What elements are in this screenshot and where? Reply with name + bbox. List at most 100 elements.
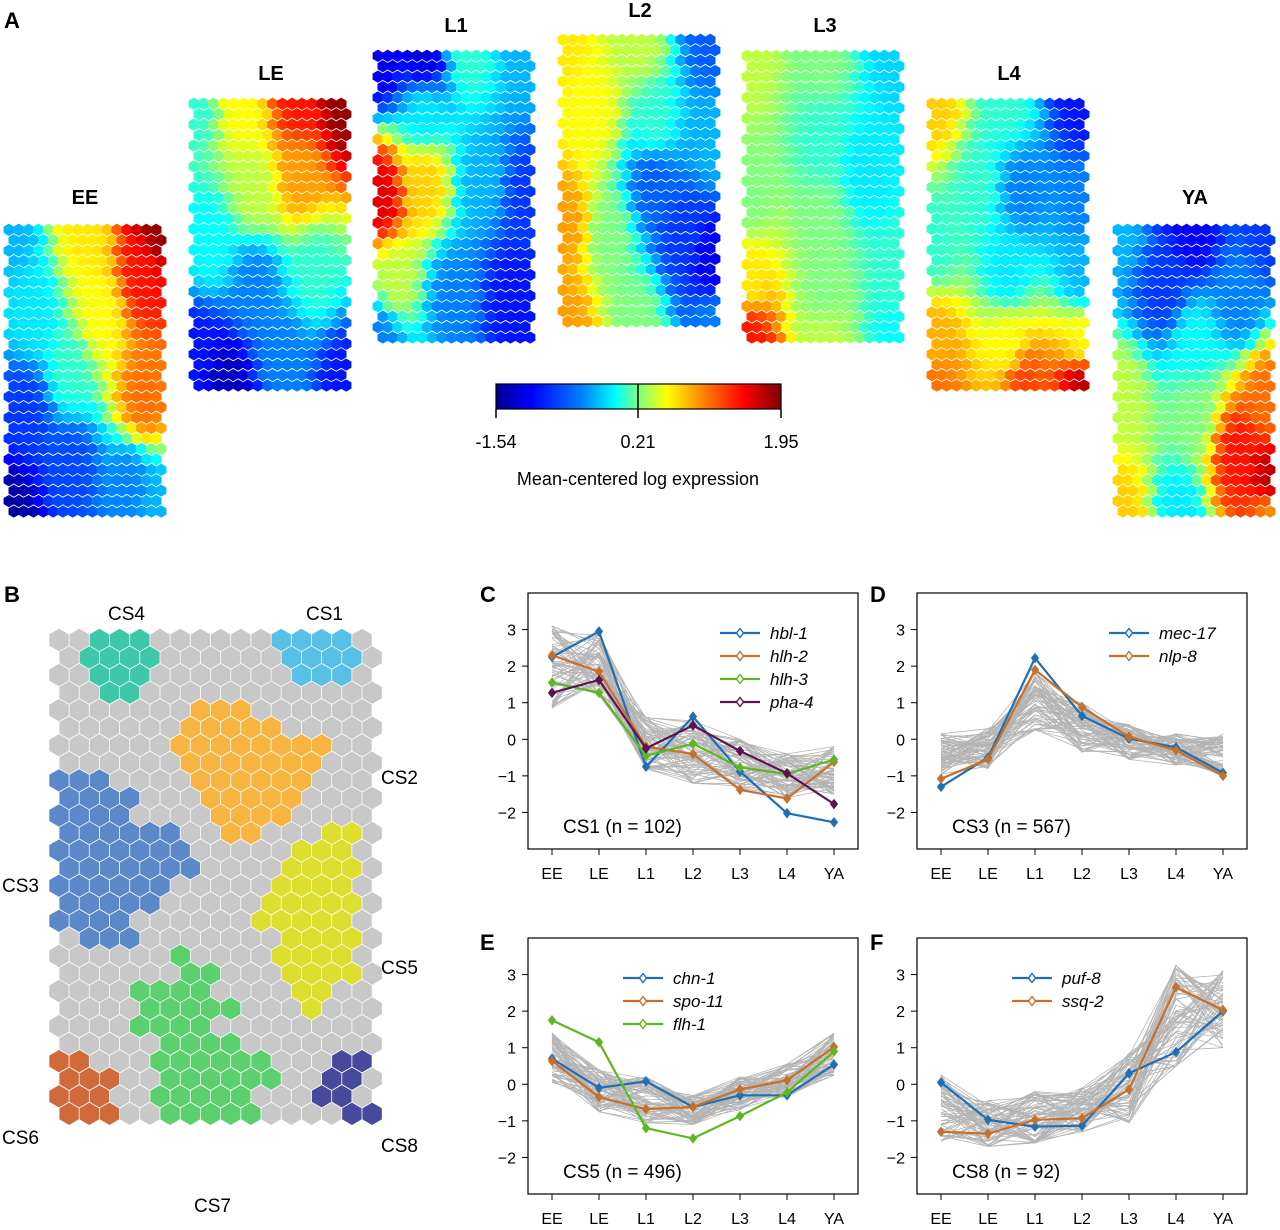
x-tick-label: L4 (778, 1211, 796, 1228)
heatmap-cell (155, 275, 167, 289)
heatmap-cell (340, 128, 352, 142)
x-tick-label: L3 (1120, 1211, 1138, 1228)
legend-marker (735, 650, 745, 662)
legend-item-chn-1: chn-1 (623, 969, 716, 988)
heatmap-cell (340, 254, 352, 267)
legend-item-mec-17: mec-17 (1109, 624, 1216, 643)
stage-label-le: LE (258, 63, 284, 85)
y-tick-label: 3 (896, 968, 905, 985)
heatmap-cell (150, 244, 162, 257)
legend-label: hbl-1 (770, 624, 808, 643)
heatmap-cell (155, 254, 167, 268)
heatmap-cell (340, 358, 352, 371)
heatmap-cell (340, 191, 352, 204)
heatmap-cell (155, 463, 167, 476)
heatmap-cell (150, 453, 162, 466)
x-tick-label: L3 (731, 1211, 749, 1228)
heatmap-cell (150, 474, 162, 487)
y-tick-label: 3 (507, 623, 516, 640)
legend-marker (1124, 650, 1134, 662)
x-tick-label: YA (1213, 1211, 1233, 1228)
heatmap-le (188, 97, 352, 392)
panel-label-e: E (480, 930, 495, 955)
y-tick-label: 3 (507, 968, 516, 985)
data-point (735, 1110, 745, 1122)
heatmap-cell (335, 181, 347, 194)
som-heatmaps (3, 33, 1276, 518)
heatmap-cell (524, 185, 536, 198)
stage-label-l3: L3 (813, 15, 837, 37)
heatmap-cell (524, 164, 536, 177)
x-tick-label: L2 (1073, 866, 1091, 883)
x-tick-label: L1 (637, 1211, 655, 1228)
x-tick-label: EE (541, 866, 562, 883)
y-tick-label: −2 (887, 1150, 905, 1167)
heatmap-cell (155, 338, 167, 351)
x-tick-label: YA (1213, 866, 1233, 883)
heatmap-cell (519, 112, 531, 125)
data-point (547, 687, 557, 699)
heatmap-cell (335, 327, 347, 340)
heatmap-cell (155, 359, 167, 372)
panel-label-f: F (870, 930, 884, 955)
heatmap-cell (150, 223, 162, 236)
heatmap-cell (335, 97, 347, 110)
panel-label-d: D (870, 582, 886, 607)
legend-item-flh-1: flh-1 (623, 1015, 706, 1034)
legend-item-ssq-2: ssq-2 (1012, 992, 1104, 1011)
x-tick-label: L4 (778, 866, 796, 883)
heatmap-cell (340, 170, 352, 183)
heatmap-cell (155, 442, 167, 456)
legend-marker (735, 696, 745, 708)
y-tick-label: −1 (887, 769, 905, 786)
cluster-annotation: CS8 (n = 92) (952, 1162, 1060, 1183)
heatmap-cell (155, 380, 167, 393)
cluster-annotation: CS3 (n = 567) (952, 817, 1071, 838)
heatmap-cell (340, 295, 352, 309)
chart-f: −2 −1 0 1 2 3 EE LE L1 L2 L3 L4 YA puf-8 ssq-2 CS8 (n =… (887, 937, 1248, 1228)
heatmap-cell (335, 222, 347, 236)
y-tick-label: 0 (507, 1077, 516, 1094)
heatmap-cell (340, 379, 352, 392)
heatmap-cell (150, 328, 162, 341)
heatmap-cell (150, 348, 162, 362)
x-tick-label: EE (930, 1211, 951, 1228)
data-point (829, 816, 839, 828)
y-tick-label: 2 (896, 1004, 905, 1021)
heatmap-cell (335, 306, 347, 319)
legend-marker (638, 972, 648, 984)
data-point (547, 1014, 557, 1026)
heatmap-cell (335, 139, 347, 152)
heatmap-cell (155, 296, 167, 309)
stage-label-ya: YA (1182, 187, 1208, 209)
legend-marker (638, 1018, 648, 1030)
x-tick-label: YA (824, 866, 844, 883)
heatmap-cell (150, 494, 162, 508)
heatmap-cell (524, 143, 536, 156)
heatmap-cell (155, 421, 167, 435)
chart-e: −2 −1 0 1 2 3 EE LE L1 L2 L3 L4 YA chn-1 spo-11 flh-1 CS… (498, 937, 859, 1228)
heatmap-cell (155, 317, 167, 330)
data-point (936, 773, 946, 785)
x-tick-label: LE (589, 866, 609, 883)
heatmap-cell (335, 243, 347, 257)
x-tick-label: LE (978, 1211, 998, 1228)
heatmap-cell (340, 233, 352, 246)
x-tick-label: L3 (731, 866, 749, 883)
heatmap-cell (335, 160, 347, 173)
stage-label-l1: L1 (444, 15, 468, 37)
heatmap-cell (150, 390, 162, 403)
y-tick-label: −1 (498, 769, 516, 786)
chart-c: −2 −1 0 1 2 3 EE LE L1 L2 L3 L4 YA hbl-1 hlh-2 hlh-3 pha… (498, 592, 859, 883)
heatmap-cell (340, 108, 352, 121)
chart-d: −2 −1 0 1 2 3 EE LE L1 L2 L3 L4 YA mec-17 nlp-8 CS3 (n … (887, 592, 1248, 883)
heatmap-cell (519, 91, 531, 104)
y-tick-label: 1 (507, 696, 516, 713)
cluster-annotation: CS5 (n = 496) (563, 1162, 682, 1183)
x-tick-label: L3 (1120, 866, 1138, 883)
legend-item-hlh-2: hlh-2 (720, 647, 808, 666)
y-tick-label: 0 (896, 732, 905, 749)
legend-item-spo-11: spo-11 (623, 992, 724, 1011)
heatmap-cell (519, 70, 531, 83)
data-point (829, 798, 839, 810)
